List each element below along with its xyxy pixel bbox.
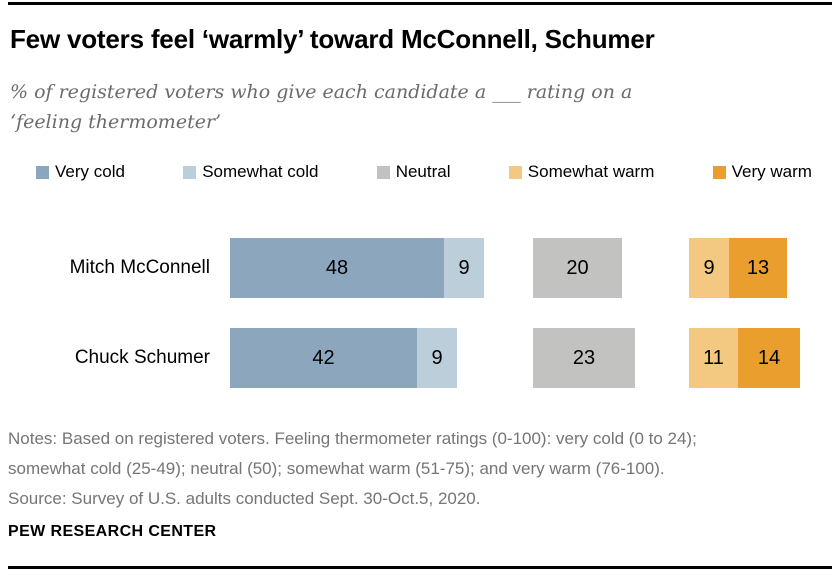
bar-row: Mitch McConnell 48 9 20 9 13: [0, 238, 840, 298]
notes-line: somewhat cold (25-49); neutral (50); som…: [8, 459, 665, 478]
bar-segment-neutral: 23: [533, 328, 635, 388]
source-line: Source: Survey of U.S. adults conducted …: [8, 489, 481, 508]
legend-item-neutral: Neutral: [376, 162, 451, 182]
bar-segment-somewhat-warm: 9: [689, 238, 729, 298]
legend-swatch-very-warm: [712, 165, 726, 179]
legend-label: Very warm: [731, 162, 812, 181]
legend-swatch-somewhat-warm: [508, 165, 522, 179]
legend-label: Neutral: [395, 162, 451, 181]
chart-title: Few voters feel ‘warmly’ toward McConnel…: [10, 24, 655, 54]
bar-segment-very-warm: 14: [738, 328, 800, 388]
legend-item-very-warm: Very warm: [712, 162, 812, 182]
legend-swatch-very-cold: [36, 165, 49, 179]
notes: Notes: Based on registered voters. Feeli…: [8, 424, 833, 514]
legend-label: Very cold: [55, 162, 125, 181]
row-label: Mitch McConnell: [69, 257, 210, 278]
legend-label: Somewhat cold: [202, 162, 319, 181]
legend-swatch-somewhat-cold: [183, 165, 197, 179]
top-rule: [8, 2, 832, 5]
row-label: Chuck Schumer: [74, 347, 210, 368]
bar-segment-somewhat-warm: 11: [689, 328, 738, 388]
legend: Very cold Somewhat cold Neutral Somewhat…: [36, 162, 812, 182]
chart-subtitle: % of registered voters who give each can…: [10, 81, 633, 133]
legend-swatch-neutral: [376, 165, 390, 179]
bar-segment-very-cold: 48: [230, 238, 444, 298]
bottom-rule: [8, 566, 832, 569]
legend-item-somewhat-cold: Somewhat cold: [183, 162, 318, 182]
notes-line: Notes: Based on registered voters. Feeli…: [8, 429, 697, 448]
bar-row: Chuck Schumer 42 9 23 11 14: [0, 328, 840, 388]
bar-segment-somewhat-cold: 9: [444, 238, 484, 298]
bar-segment-very-cold: 42: [230, 328, 417, 388]
bar-segment-very-warm: 13: [729, 238, 787, 298]
legend-item-somewhat-warm: Somewhat warm: [508, 162, 655, 182]
bar-segment-somewhat-cold: 9: [417, 328, 457, 388]
bar-segment-neutral: 20: [533, 238, 622, 298]
pew-research-center-wordmark: PEW RESEARCH CENTER: [8, 523, 217, 540]
legend-item-very-cold: Very cold: [36, 162, 125, 182]
legend-label: Somewhat warm: [527, 162, 655, 181]
